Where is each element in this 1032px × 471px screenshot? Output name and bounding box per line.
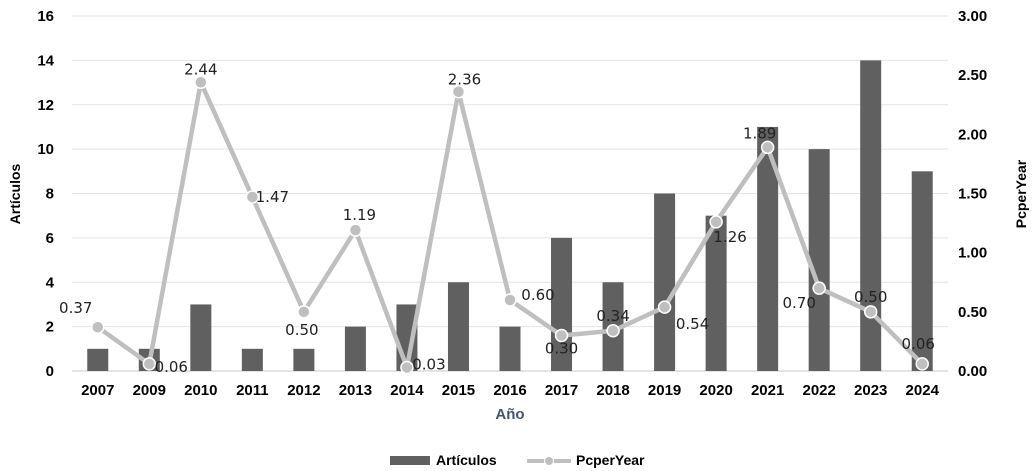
data-label: 0.34 xyxy=(596,307,629,325)
right-axis-ticks: 0.00 0.50 1.00 1.50 2.00 2.50 3.00 xyxy=(958,8,987,380)
line-path xyxy=(96,80,924,370)
x-axis-ticks: 2007 2009 2010 2011 2012 2013 2014 2015 2016 2017… xyxy=(81,382,939,399)
legend-bar-swatch xyxy=(390,456,430,465)
data-label: 0.50 xyxy=(854,288,887,306)
data-label: 0.06 xyxy=(155,358,188,376)
y-tick-label: 12 xyxy=(37,97,54,114)
data-label: 0.37 xyxy=(59,299,92,317)
line-marker xyxy=(297,305,311,319)
x-tick-label: 2022 xyxy=(802,382,835,399)
line-marker xyxy=(91,320,105,334)
x-tick-label: 2007 xyxy=(81,382,114,399)
line-marker xyxy=(863,305,878,319)
line-marker xyxy=(503,293,517,307)
x-tick-label: 2024 xyxy=(906,382,940,399)
y-tick-label: 16 xyxy=(37,8,54,25)
bar xyxy=(860,60,882,371)
left-axis-ticks: 0 2 4 6 8 10 12 14 16 xyxy=(37,8,54,380)
x-tick-label: 2023 xyxy=(854,382,887,399)
y2-axis-title: PcperYear xyxy=(1013,159,1029,228)
x-tick-label: 2015 xyxy=(442,382,475,399)
data-label: 0.60 xyxy=(521,286,554,304)
y-tick-label: 6 xyxy=(46,230,54,247)
x-tick-label: 2018 xyxy=(596,382,629,399)
data-label: 1.47 xyxy=(256,188,289,206)
data-label: 0.03 xyxy=(412,355,445,373)
y-tick-label: 10 xyxy=(37,141,54,158)
x-tick-label: 2010 xyxy=(184,382,217,399)
x-tick-label: 2021 xyxy=(751,382,784,399)
data-label: 0.06 xyxy=(902,335,935,353)
y2-tick-label: 0.00 xyxy=(958,363,987,380)
y-axis-title: Artículos xyxy=(7,163,23,224)
bar xyxy=(447,282,469,371)
bar xyxy=(87,348,109,371)
data-label: 2.36 xyxy=(448,71,481,89)
line-marker xyxy=(915,357,929,371)
legend: Artículos PcperYear xyxy=(390,452,645,468)
x-tick-label: 2016 xyxy=(493,382,526,399)
y2-tick-label: 1.00 xyxy=(958,245,987,262)
y2-tick-label: 1.50 xyxy=(958,186,987,203)
data-label: 0.50 xyxy=(285,321,318,339)
line-marker xyxy=(812,281,826,295)
data-label: 2.44 xyxy=(184,60,217,78)
y-tick-label: 4 xyxy=(46,274,55,291)
y-tick-label: 8 xyxy=(46,186,54,203)
legend-bar-label: Artículos xyxy=(436,452,497,468)
x-tick-label: 2012 xyxy=(287,382,320,399)
x-tick-label: 2019 xyxy=(648,382,681,399)
x-tick-label: 2009 xyxy=(133,382,166,399)
line-marker xyxy=(554,328,569,343)
line-marker xyxy=(245,190,260,204)
bar-series xyxy=(87,60,933,371)
line-marker xyxy=(400,360,414,375)
y-tick-label: 2 xyxy=(46,319,54,336)
line-marker xyxy=(194,75,208,90)
line-marker xyxy=(348,223,363,237)
x-tick-label: 2013 xyxy=(339,382,372,399)
y2-tick-label: 3.00 xyxy=(958,8,987,25)
bar xyxy=(499,326,521,371)
data-label: 1.26 xyxy=(713,228,746,246)
x-tick-label: 2017 xyxy=(545,382,578,399)
bar xyxy=(808,149,830,371)
bar xyxy=(344,326,366,371)
y2-tick-label: 0.50 xyxy=(958,304,987,321)
x-tick-label: 2014 xyxy=(390,382,424,399)
data-label: 0.54 xyxy=(676,315,709,333)
y2-tick-label: 2.50 xyxy=(958,67,987,84)
x-tick-label: 2020 xyxy=(699,382,732,399)
x-tick-label: 2011 xyxy=(236,382,269,399)
line-marker xyxy=(142,357,157,371)
y-tick-label: 14 xyxy=(37,52,54,69)
line-series xyxy=(91,75,929,375)
x-axis-title: Año xyxy=(495,406,524,423)
line-marker xyxy=(606,324,620,338)
bar xyxy=(241,348,263,371)
legend-line-label: PcperYear xyxy=(576,452,645,468)
data-label: 0.70 xyxy=(782,294,815,312)
data-label: 1.19 xyxy=(343,206,376,224)
bar xyxy=(190,304,212,371)
bar xyxy=(293,348,315,371)
y2-tick-label: 2.00 xyxy=(958,126,987,143)
bar xyxy=(757,126,779,371)
data-label: 1.89 xyxy=(743,124,776,142)
bar xyxy=(911,171,933,371)
data-labels: 0.37 0.06 2.44 1.47 0.50 1.19 0.03 2.36 0.60 0.30… xyxy=(59,60,935,376)
data-label: 0.30 xyxy=(545,340,578,358)
bar xyxy=(654,193,676,371)
line-marker xyxy=(709,215,723,229)
y-tick-label: 0 xyxy=(46,363,54,380)
gridlines xyxy=(72,15,948,372)
line-marker xyxy=(451,84,466,99)
bar xyxy=(705,215,727,371)
line-marker xyxy=(760,140,775,155)
line-marker xyxy=(657,300,672,314)
legend-line-marker xyxy=(544,456,554,466)
